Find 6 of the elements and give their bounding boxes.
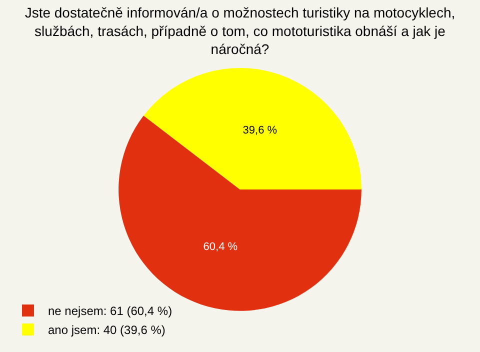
chart-title: Jste dostatečně informován/a o možnostech turistiky na motocyklech, službách, trasách, případně o tom, co mototuristika obnáší a jak je náročná? bbox=[24, 4, 456, 57]
legend-label: ano jsem: 40 (39,6 %) bbox=[48, 323, 166, 338]
data-label: 60,4 % bbox=[203, 240, 238, 253]
data-label: 39,6 % bbox=[242, 124, 278, 136]
pie-slice bbox=[144, 68, 362, 190]
legend-label: ne nejsem: 61 (60,4 %) bbox=[48, 304, 172, 318]
